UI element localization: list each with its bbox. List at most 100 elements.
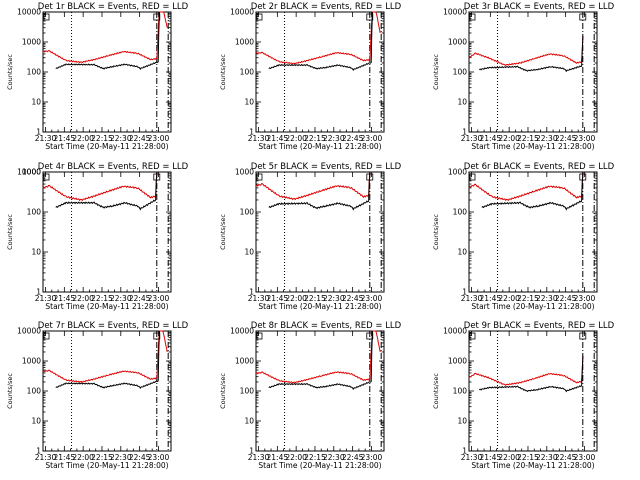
x-tick-label: 22:15 — [517, 134, 539, 143]
y-tick-label: 10 — [244, 98, 254, 107]
x-tick-label: 22:45 — [555, 294, 577, 303]
saa-marker — [579, 13, 587, 21]
events-series-line — [55, 11, 160, 71]
y-axis-label: Counts/sec — [219, 54, 227, 90]
x-tick-label: 23:00 — [361, 294, 383, 303]
x-tick-label: 21:45 — [480, 453, 502, 462]
chart-panel-7: Det 7r BLACK = Events, RED = LLD 1 10 100 10… — [6, 321, 189, 470]
x-tick-label: 22:00 — [498, 453, 520, 462]
chart-panel-5: Det 5r BLACK = Events, RED = LLD 1 10 100 10… — [219, 162, 402, 311]
plot-frame — [42, 330, 172, 452]
chart-panel-8: Det 8r BLACK = Events, RED = LLD 1 10 100 10… — [219, 321, 402, 470]
x-tick-label: 21:45 — [54, 453, 76, 462]
y-tick-label: 10 — [31, 417, 41, 426]
y-tick-label: 1000 — [448, 168, 467, 177]
x-axis-label: Start Time (20-May-11 21:28:00) — [471, 461, 594, 470]
x-tick-label: 21:30 — [461, 294, 483, 303]
y-tick-label: 10000 — [230, 8, 254, 17]
x-tick-label: 22:00 — [285, 453, 307, 462]
x-tick-label: 22:45 — [129, 134, 151, 143]
y-axis-label: Counts/sec — [219, 214, 227, 250]
y-tick-label: 100 — [27, 68, 42, 77]
chart-title: Det 2r BLACK = Events, RED = LLD — [251, 2, 402, 12]
x-tick-label: 21:45 — [54, 134, 76, 143]
events-series-line — [268, 171, 371, 211]
y-tick-label: 1 — [249, 128, 254, 137]
y-tick-label: 1000 — [448, 38, 467, 47]
x-axis-label: Start Time (20-May-11 21:28:00) — [471, 302, 594, 311]
chart-panel-3: Det 3r BLACK = Events, RED = LLD 1 10 100 10… — [432, 2, 615, 151]
chart-panel-2: Det 2r BLACK = Events, RED = LLD 1 10 100 10… — [219, 2, 402, 151]
x-tick-label: 22:15 — [91, 134, 113, 143]
chart-title: Det 8r BLACK = Events, RED = LLD — [251, 321, 402, 331]
x-tick-label: 21:45 — [54, 294, 76, 303]
x-tick-label: 21:30 — [35, 294, 57, 303]
saa-marker — [256, 13, 263, 21]
x-tick-label: 22:45 — [342, 294, 364, 303]
lld-series-line — [42, 330, 168, 384]
y-tick-label: 10000 — [17, 168, 41, 177]
y-axis-label: Counts/sec — [432, 373, 440, 409]
lld-series-line — [255, 11, 381, 65]
x-tick-label: 22:30 — [323, 134, 345, 143]
x-tick-label: 22:45 — [342, 453, 364, 462]
x-tick-label: 22:00 — [72, 134, 94, 143]
chart-title: Det 7r BLACK = Events, RED = LLD — [38, 321, 189, 331]
x-axis-label: Start Time (20-May-11 21:28:00) — [45, 461, 168, 470]
y-axis-label: Counts/sec — [432, 54, 440, 90]
x-tick-label: 22:30 — [323, 294, 345, 303]
x-tick-label: 22:30 — [536, 294, 558, 303]
x-tick-label: 23:00 — [361, 134, 383, 143]
chart-title: Det 5r BLACK = Events, RED = LLD — [251, 162, 402, 172]
y-tick-label: 1 — [462, 447, 467, 456]
y-tick-label: 10 — [31, 248, 41, 257]
x-tick-label: 22:30 — [536, 453, 558, 462]
y-tick-label: 10 — [457, 417, 467, 426]
y-tick-label: 1000 — [22, 357, 41, 366]
saa-marker — [43, 332, 50, 340]
chart-title: Det 9r BLACK = Events, RED = LLD — [464, 321, 615, 331]
x-tick-label: 21:30 — [461, 453, 483, 462]
plot-frame — [468, 11, 598, 133]
y-tick-label: 1 — [462, 128, 467, 137]
lld-series-line — [468, 355, 584, 387]
chart-title: Det 6r BLACK = Events, RED = LLD — [464, 162, 615, 172]
y-tick-label: 10000 — [230, 327, 254, 336]
y-tick-label: 1000 — [235, 38, 254, 47]
events-series-line — [55, 171, 158, 211]
y-tick-label: 100 — [240, 208, 255, 217]
y-axis-label: Counts/sec — [432, 214, 440, 250]
y-tick-label: 100 — [240, 68, 255, 77]
x-axis-label: Start Time (20-May-11 21:28:00) — [45, 302, 168, 311]
y-tick-label: 100 — [453, 387, 468, 396]
y-tick-label: 100 — [27, 387, 42, 396]
chart-panel-4: Det 4r BLACK = Events, RED = LLD 1 10 100 10… — [6, 162, 189, 311]
x-axis-label: Start Time (20-May-11 21:28:00) — [258, 461, 381, 470]
y-axis-label: Counts/sec — [6, 214, 14, 250]
y-tick-label: 1000 — [22, 38, 41, 47]
x-tick-label: 22:00 — [498, 134, 520, 143]
events-series-line — [481, 171, 584, 211]
y-axis-label: Counts/sec — [6, 54, 14, 90]
x-tick-label: 22:30 — [323, 453, 345, 462]
y-axis-label: Counts/sec — [219, 373, 227, 409]
x-tick-label: 21:30 — [35, 453, 57, 462]
x-tick-label: 23:00 — [148, 134, 170, 143]
x-tick-label: 22:00 — [72, 453, 94, 462]
y-tick-label: 1 — [36, 128, 41, 137]
x-tick-label: 21:45 — [480, 294, 502, 303]
x-tick-label: 22:30 — [110, 134, 132, 143]
x-tick-label: 22:00 — [72, 294, 94, 303]
plot-frame — [468, 171, 598, 293]
x-tick-label: 21:30 — [248, 453, 270, 462]
lld-series-line — [42, 11, 168, 64]
x-tick-label: 21:45 — [480, 134, 502, 143]
x-axis-label: Start Time (20-May-11 21:28:00) — [471, 142, 594, 151]
y-tick-label: 10000 — [17, 327, 41, 336]
y-tick-label: 1 — [249, 447, 254, 456]
lld-series-line — [468, 35, 584, 67]
y-tick-label: 100 — [240, 387, 255, 396]
saa-marker — [469, 173, 476, 181]
x-tick-label: 23:00 — [574, 453, 596, 462]
